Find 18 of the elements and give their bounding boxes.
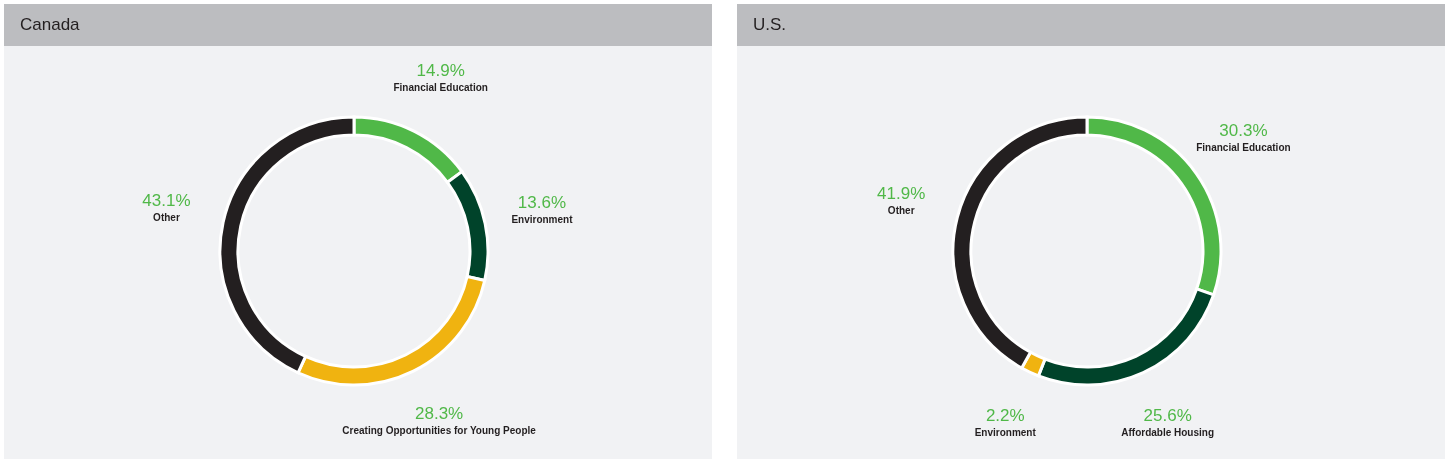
slice-label: Financial Education <box>393 81 488 93</box>
data-label: 13.6% <box>517 192 567 212</box>
slice-label: Environment <box>511 213 574 225</box>
slice-label: Other <box>887 204 915 216</box>
slice-label: Other <box>153 211 180 223</box>
data-label: 43.1% <box>142 190 191 210</box>
data-label: 28.3% <box>414 404 464 424</box>
data-label: 14.9% <box>416 60 465 80</box>
slice-label: Environment <box>974 426 1037 438</box>
slice-label: Affordable Housing <box>1121 427 1215 439</box>
data-label: 2.2% <box>985 405 1025 425</box>
data-label: 41.9% <box>877 183 926 203</box>
slice-label: Creating Opportunities for Young People <box>342 425 537 437</box>
chart-title: Canada <box>4 4 712 46</box>
data-label: 30.3% <box>1219 120 1268 140</box>
data-label: 25.6% <box>1143 406 1192 426</box>
chart-title: U.S. <box>737 4 1445 46</box>
slice-label: Financial Education <box>1196 141 1291 153</box>
